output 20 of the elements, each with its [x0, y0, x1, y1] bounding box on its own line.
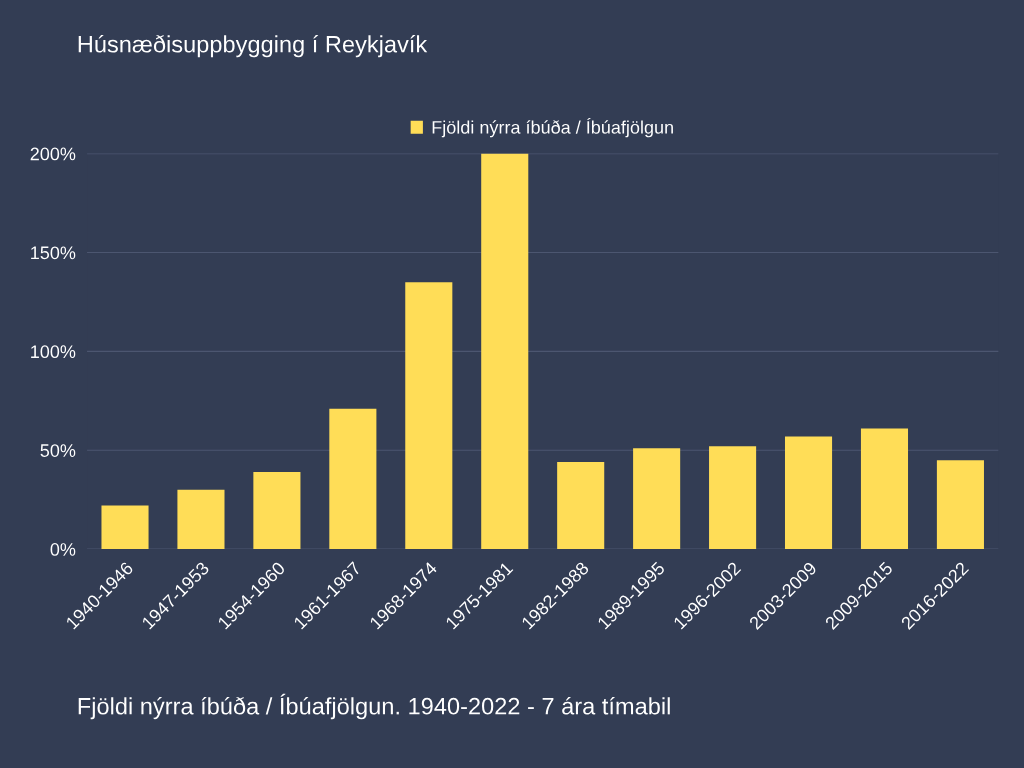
- bar: [860, 428, 909, 550]
- bar: [633, 448, 681, 550]
- text: Fjöldi nýrra íbúða / Íbúafjölgun. 1940-2022 - 7 ára tímabil: [78, 693, 670, 720]
- bar: [709, 446, 757, 550]
- bar: [557, 462, 605, 550]
- bar: [481, 153, 529, 550]
- bar: [329, 408, 377, 550]
- legend-label: Fjöldi nýrra íbúða / Íbúafjölgun: [432, 117, 673, 138]
- bar: [101, 505, 149, 550]
- y-tick-label: 50%: [40, 444, 76, 457]
- bar: [253, 471, 301, 550]
- y-tick-label: 0%: [50, 543, 76, 556]
- y-tick-label: 200%: [30, 147, 76, 161]
- bar: [936, 460, 984, 550]
- bar: [405, 282, 453, 550]
- y-tick-label: 150%: [31, 246, 76, 260]
- bar: [784, 436, 833, 550]
- y-tick-label: 100%: [31, 345, 76, 359]
- chart-title: Húsnæðisuppbygging í Reykjavík: [78, 34, 428, 58]
- bar: [177, 489, 225, 550]
